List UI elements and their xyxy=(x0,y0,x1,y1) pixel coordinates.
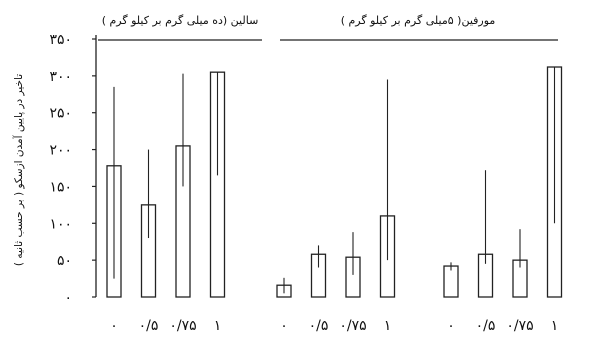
y-ticks: ۰ ۵۰ ۱۰۰ ۱۵۰ ۲۰۰ ۲۵۰ ۳۰۰ ۳۵۰ xyxy=(49,32,96,306)
y-tick-label: ۰ xyxy=(64,290,72,306)
x-tick-label: ۰/۷۵ xyxy=(506,318,533,334)
x-tick-label: ۱ xyxy=(214,318,222,334)
x-tick-label: ۰/۵ xyxy=(139,318,159,334)
y-tick-label: ۲۰۰ xyxy=(49,143,72,159)
x-tick-label: ۰ xyxy=(280,318,288,334)
group-title-saline: سالین (ده میلی گرم بر کیلو گرم ) xyxy=(102,14,259,27)
y-tick-label: ۲۵۰ xyxy=(49,106,72,122)
x-tick-label: ۰ xyxy=(447,318,455,334)
y-tick-label: ۱۰۰ xyxy=(49,216,72,232)
x-tick-label: ۱ xyxy=(551,318,559,334)
y-tick-label: ۱۵۰ xyxy=(49,179,72,195)
bar xyxy=(443,265,459,298)
x-tick-label: ۱ xyxy=(384,318,392,334)
x-tick-label: ۰ xyxy=(110,318,118,334)
bars xyxy=(106,66,563,298)
x-tick-labels: ۰ ۰/۵ ۰/۷۵ ۱ ۰ ۰/۵ ۰/۷۵ ۱ ۰ ۰/۵ ۰/۷۵ ۱ xyxy=(110,318,558,334)
x-tick-label: ۰/۵ xyxy=(476,318,496,334)
x-tick-label: ۰/۵ xyxy=(309,318,329,334)
x-tick-label: ۰/۷۵ xyxy=(339,318,366,334)
y-tick-label: ۵۰ xyxy=(57,253,72,269)
y-tick-label: ۳۰۰ xyxy=(49,69,72,85)
x-tick-label: ۰/۷۵ xyxy=(169,318,196,334)
group-title-morphine: مورفین( ۵میلی گرم بر کیلو گرم ) xyxy=(341,14,496,27)
y-tick-label: ۳۵۰ xyxy=(49,32,72,48)
group-titles: سالین (ده میلی گرم بر کیلو گرم ) مورفین( … xyxy=(98,14,558,41)
y-axis-label: تاخیر در پایین آمدن ازسکو ( بر حسب ثانیه… xyxy=(12,74,25,266)
